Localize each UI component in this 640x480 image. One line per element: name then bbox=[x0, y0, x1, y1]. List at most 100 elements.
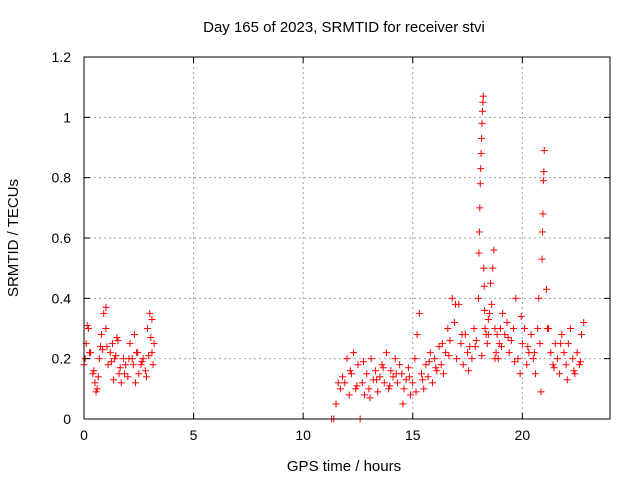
data-point bbox=[391, 355, 399, 363]
data-point bbox=[483, 340, 491, 348]
x-axis-label: GPS time / hours bbox=[287, 458, 401, 475]
data-point bbox=[352, 385, 360, 393]
data-point bbox=[476, 180, 484, 188]
data-point bbox=[148, 315, 156, 323]
data-point bbox=[374, 388, 382, 396]
data-point bbox=[396, 361, 404, 369]
data-point bbox=[459, 361, 467, 369]
y-axis-label: SRMTID / TECUs bbox=[5, 179, 22, 297]
data-point bbox=[146, 309, 154, 317]
data-point bbox=[402, 376, 410, 384]
data-point bbox=[540, 168, 548, 176]
data-point bbox=[424, 373, 432, 381]
data-point bbox=[89, 370, 97, 378]
data-point bbox=[516, 370, 524, 378]
data-point bbox=[91, 379, 99, 387]
data-point bbox=[345, 391, 353, 399]
data-point bbox=[379, 364, 387, 372]
data-point bbox=[90, 367, 98, 375]
data-point bbox=[116, 364, 124, 372]
data-point bbox=[110, 376, 118, 384]
data-point bbox=[479, 98, 487, 106]
data-point bbox=[341, 379, 349, 387]
data-point bbox=[361, 391, 369, 399]
data-point bbox=[478, 352, 486, 360]
data-point bbox=[419, 376, 427, 384]
data-point bbox=[488, 300, 496, 308]
data-point bbox=[85, 349, 93, 357]
data-point bbox=[507, 337, 515, 345]
data-point bbox=[147, 334, 155, 342]
y-tick-label: 0.4 bbox=[52, 290, 72, 306]
x-tick-label: 15 bbox=[405, 427, 421, 443]
data-point bbox=[487, 279, 495, 287]
data-point bbox=[387, 367, 395, 375]
x-tick-label: 0 bbox=[80, 427, 88, 443]
data-point bbox=[538, 255, 546, 263]
data-point bbox=[139, 355, 147, 363]
data-point bbox=[499, 309, 507, 317]
data-point bbox=[446, 337, 454, 345]
data-point bbox=[536, 340, 544, 348]
data-point bbox=[129, 361, 137, 369]
data-point bbox=[404, 364, 412, 372]
data-point bbox=[363, 370, 371, 378]
data-series bbox=[80, 92, 588, 423]
data-point bbox=[376, 373, 384, 381]
data-point bbox=[438, 340, 446, 348]
data-point bbox=[477, 150, 485, 158]
data-point bbox=[411, 355, 419, 363]
data-point bbox=[542, 285, 550, 293]
data-point bbox=[145, 352, 153, 360]
data-point bbox=[385, 385, 393, 393]
data-point bbox=[517, 312, 525, 320]
data-point bbox=[556, 370, 564, 378]
data-point bbox=[480, 264, 488, 272]
data-point bbox=[407, 391, 415, 399]
data-point bbox=[141, 367, 149, 375]
data-point bbox=[124, 373, 132, 381]
data-point bbox=[451, 300, 459, 308]
data-point bbox=[544, 325, 552, 332]
data-point bbox=[472, 337, 480, 345]
data-point bbox=[480, 282, 488, 290]
data-point bbox=[132, 379, 140, 387]
data-point bbox=[413, 331, 421, 339]
data-point bbox=[444, 325, 452, 332]
data-point bbox=[353, 382, 361, 390]
data-point bbox=[476, 204, 484, 212]
data-point bbox=[149, 361, 157, 369]
data-point bbox=[108, 340, 116, 348]
data-point bbox=[496, 325, 504, 332]
data-point bbox=[539, 210, 547, 218]
data-point bbox=[523, 361, 531, 369]
data-point bbox=[354, 361, 362, 369]
data-point bbox=[426, 349, 434, 357]
data-point bbox=[122, 361, 130, 369]
data-point bbox=[373, 376, 381, 384]
data-point bbox=[380, 379, 388, 387]
y-tick-label: 0.6 bbox=[52, 230, 72, 246]
data-point bbox=[389, 373, 397, 381]
y-tick-label: 0.2 bbox=[52, 351, 72, 367]
data-point bbox=[492, 349, 500, 357]
data-point bbox=[540, 147, 548, 155]
data-point bbox=[121, 370, 129, 378]
data-point bbox=[420, 385, 428, 393]
data-point bbox=[518, 340, 526, 348]
data-point bbox=[437, 361, 445, 369]
data-point bbox=[465, 367, 473, 375]
data-point bbox=[92, 388, 100, 396]
data-point bbox=[537, 388, 545, 396]
data-point bbox=[334, 379, 342, 387]
data-point bbox=[567, 325, 575, 332]
data-point bbox=[358, 379, 366, 387]
data-point bbox=[512, 294, 520, 302]
data-point bbox=[477, 165, 485, 173]
data-point bbox=[83, 321, 91, 329]
data-point bbox=[103, 343, 111, 351]
data-point bbox=[549, 361, 557, 369]
data-point bbox=[475, 228, 483, 236]
data-point bbox=[471, 343, 479, 351]
